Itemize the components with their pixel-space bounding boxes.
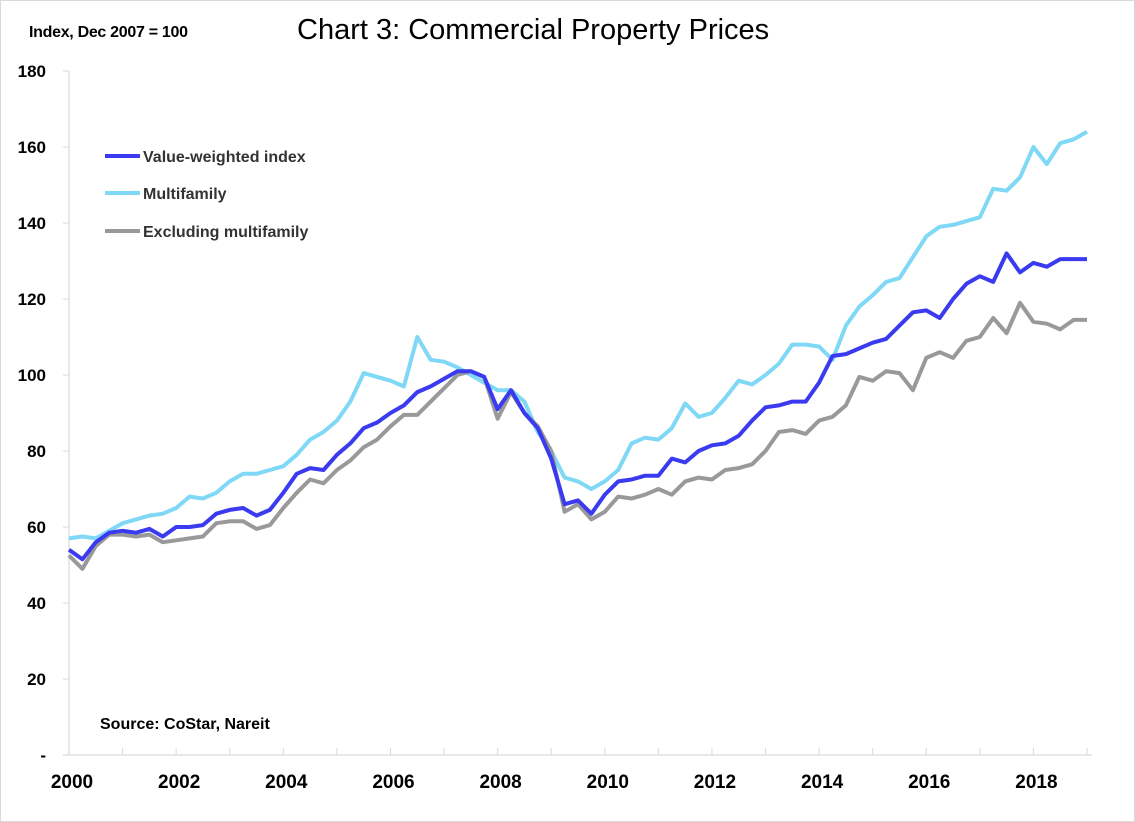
x-tick-label: 2006 [372,772,414,793]
y-tick-label: 80 [27,442,46,461]
source-note: Source: CoStar, Nareit [100,716,270,733]
y-tick-label: 40 [27,594,46,613]
legend: Value-weighted index Multifamily Excluding… [105,149,308,241]
y-tick-label: 100 [18,366,46,385]
axes: - 20 40 60 80 100 120 140 160 180 2000 2002 2004 2006… [18,62,1092,793]
series-line-value-weighted-index [67,251,1087,562]
x-tick-label: 2004 [265,772,308,793]
y-tick-label: 120 [18,290,46,309]
chart-title: Chart 3: Commercial Property Prices [297,14,770,46]
y-tick-label: 140 [18,214,46,233]
y-axis-label: Index, Dec 2007 = 100 [29,24,188,41]
series-line-multifamily [68,130,1088,541]
x-tick-label: 2018 [1015,772,1057,793]
series-line-excluding-multifamily [67,300,1087,571]
series-lines [67,130,1088,571]
legend-label: Value-weighted index [143,149,306,166]
x-tick-label: 2014 [801,772,844,793]
x-tick-label: 2008 [479,772,521,793]
y-tick-label: 180 [18,62,46,81]
x-tick-label: 2000 [51,772,93,793]
x-tick-label: 2010 [587,772,629,793]
legend-label: Multifamily [143,186,227,203]
y-tick-label: 160 [18,138,46,157]
x-tick-label: 2016 [908,772,950,793]
y-tick-label: 60 [27,518,46,537]
legend-label: Excluding multifamily [143,224,308,241]
x-tick-label: 2002 [158,772,200,793]
y-tick-label: - [40,746,46,765]
y-tick-label: 20 [27,670,46,689]
x-tick-label: 2012 [694,772,736,793]
